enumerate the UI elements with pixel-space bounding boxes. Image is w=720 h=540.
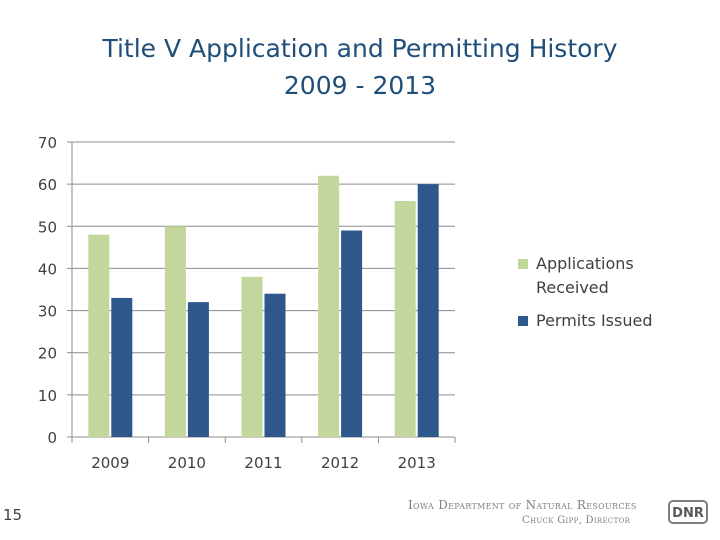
bar-permits-issued [264,293,286,437]
legend-item-applications: Applications Received [518,252,708,300]
bar-applications-received [241,276,263,437]
legend-swatch-applications [518,259,528,269]
bar-permits-issued [187,302,209,437]
bar-permits-issued [417,184,439,437]
chart-title-line-1: Title V Application and Permitting Histo… [102,34,618,63]
legend-label-applications: Applications Received [536,254,634,297]
chart-title-line-2: 2009 - 2013 [283,71,437,100]
bar-applications-received [164,226,186,437]
bar-permits-issued [111,297,133,437]
y-tick-label: 70 [38,134,57,152]
bar-applications-received [318,175,340,437]
dnr-logo: DNR [668,500,708,524]
y-tick-label: 40 [38,260,57,278]
x-tick-label: 2010 [168,454,206,472]
legend-label-permits: Permits Issued [536,311,653,330]
footer-director: Chuck Gipp, Director [522,515,631,526]
chart-legend: Applications Received Permits Issued [518,252,708,342]
x-tick-label: 2013 [398,454,436,472]
bar-applications-received [88,234,110,437]
bar-permits-issued [341,230,363,437]
y-tick-label: 50 [38,218,57,236]
footer-organization: Iowa Department of Natural Resources [408,498,637,512]
y-tick-label: 20 [38,345,57,363]
x-tick-label: 2009 [91,454,129,472]
slide-number: 15 [3,506,23,524]
x-tick-label: 2012 [321,454,359,472]
legend-swatch-permits [518,316,528,326]
chart-title: Title V Application and Permitting Histo… [0,30,720,104]
legend-item-permits: Permits Issued [518,309,708,333]
x-tick-label: 2011 [244,454,282,472]
bar-applications-received [394,201,416,437]
y-tick-label: 0 [47,429,57,447]
y-tick-label: 60 [38,176,57,194]
y-tick-label: 10 [38,387,57,405]
y-tick-label: 30 [38,303,57,321]
